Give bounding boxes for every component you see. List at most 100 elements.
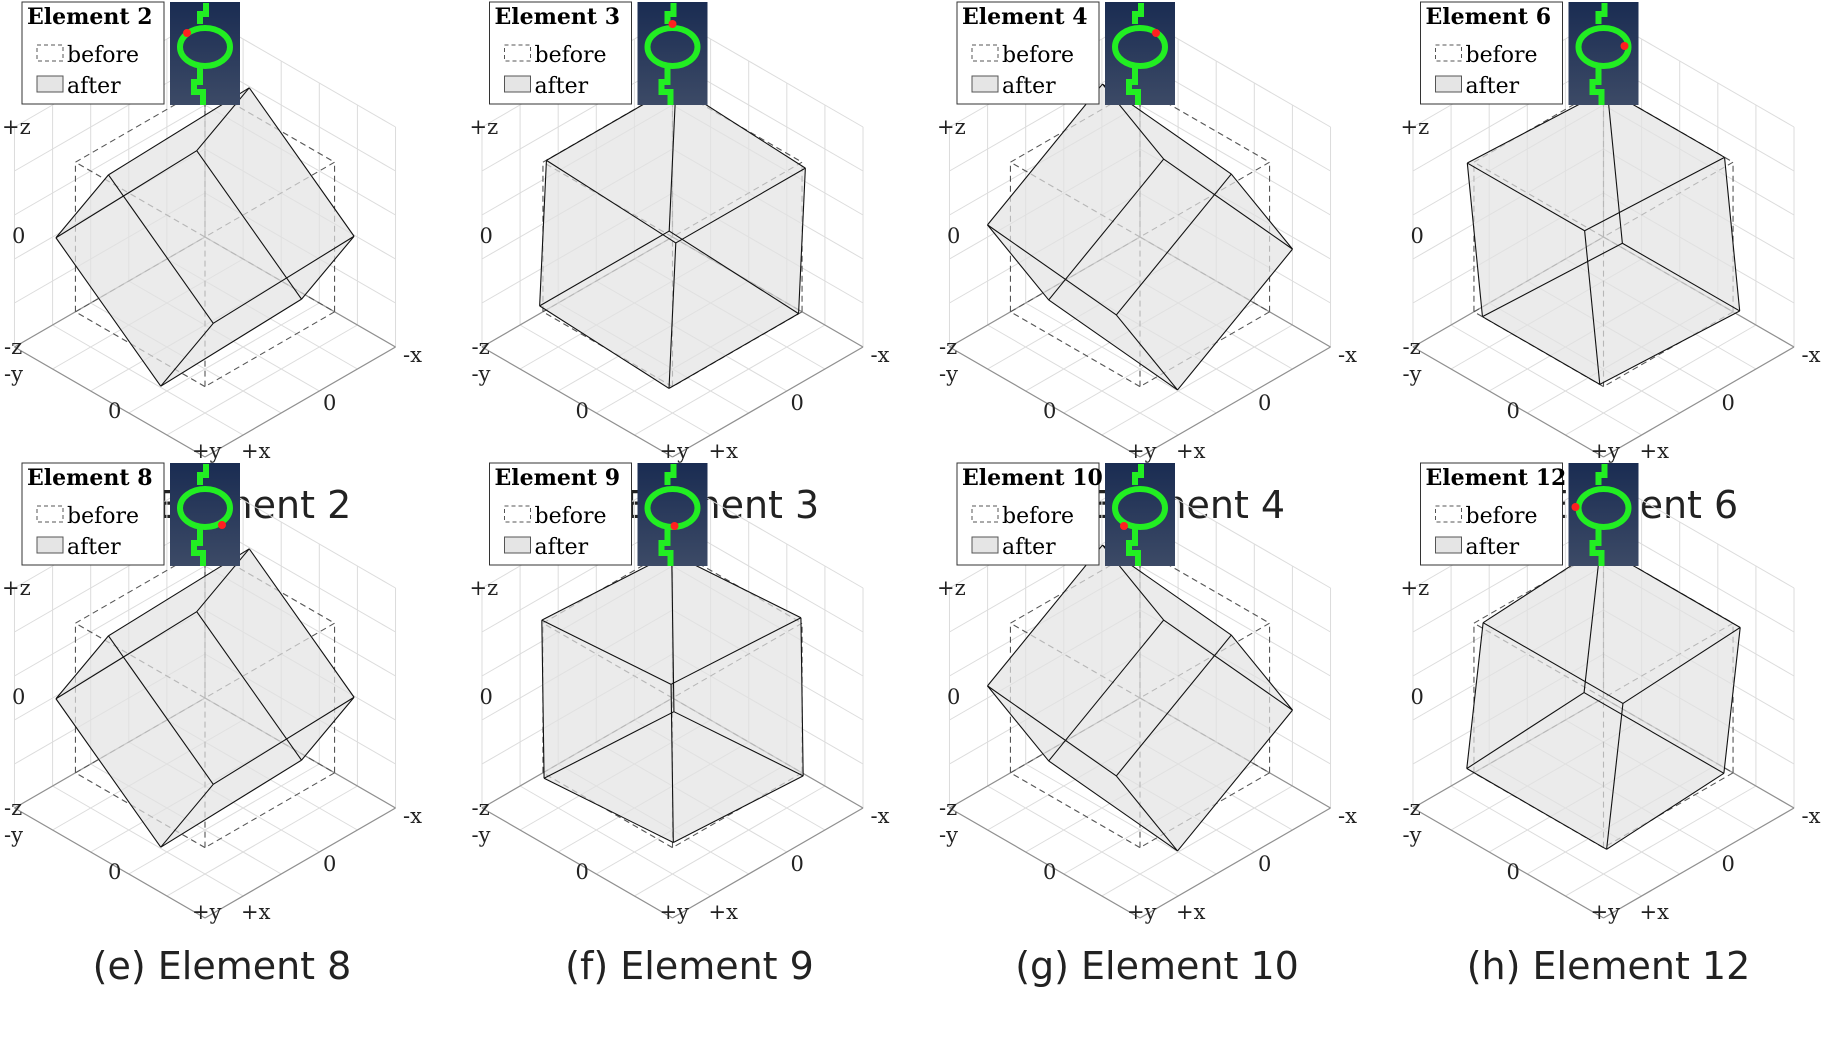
after-edge [1466,692,1585,769]
legend-before-label: before [67,43,139,68]
after-edge [196,150,303,300]
after-face [1607,89,1740,311]
structure-ring [177,25,233,69]
after-edge [541,620,545,779]
after-edge [55,150,198,239]
grid-line [481,192,673,304]
after-edge [673,775,804,843]
after-edge [1177,709,1293,852]
grid-line [1139,609,1331,721]
axis-label-zero_x: 0 [1722,391,1735,415]
grid-line [596,302,788,414]
cube-after [1466,546,1741,850]
grid-line [481,653,673,765]
structure-ring [1575,25,1632,69]
axis-label-minus_x: -x [1802,804,1821,828]
before-edge [75,161,206,238]
grid-line [672,192,864,304]
grid-line [14,104,206,216]
before-edge [204,622,335,699]
after-edge [543,711,675,779]
grid-line [1603,609,1795,721]
structure-ring [1112,25,1168,69]
grid-line [1450,785,1642,897]
axis-label-plus_z: +z [470,576,499,600]
after-edge [1723,157,1741,312]
before-edge [1010,772,1141,849]
after-edge [1177,248,1293,391]
axis-line [1603,697,1795,809]
grid-line [987,785,1179,897]
cube-after [987,544,1293,852]
after-face [1048,159,1293,390]
before-edge [75,311,206,388]
grid-line [949,565,1141,677]
after-edge [670,617,802,685]
grid-line [1101,785,1293,897]
after-edge [1482,242,1623,318]
before-edge [1603,236,1734,313]
after-edge [1583,546,1601,693]
after-face [1467,89,1623,317]
cube-before [74,547,336,849]
grid-line [596,741,788,853]
after-edge [800,617,804,776]
grid-line [90,280,282,392]
grid-line [1527,763,1719,875]
structure-bottom-stem [1589,529,1605,566]
after-edge [1466,622,1484,769]
grid-line [1603,565,1795,677]
axis-line [481,807,673,919]
grid-line [1450,258,1642,370]
grid-line [519,258,711,370]
after-edge [1583,692,1725,774]
grid-line [519,719,711,831]
grid-line [14,653,206,765]
before-edge [75,236,206,313]
before-edge [1473,697,1604,774]
structure-bottom-stem [1589,68,1605,105]
after-edge [668,230,799,315]
after-edge [1467,162,1585,232]
after-face [55,87,250,238]
grid-line [481,565,673,677]
axis-label-plus_x: +x [1176,439,1206,463]
after-edge [160,783,214,848]
after-edge [546,159,677,244]
before-edge [75,622,206,699]
axis-label-plus_y: +y [1591,439,1621,463]
legend: Element 12 before after [1420,462,1566,566]
legend-before-label: before [535,43,607,68]
axis-line [1412,807,1604,919]
legend-after-label: after [1466,74,1520,99]
after-edge [55,174,109,239]
axis-label-zero_y: 0 [1043,860,1056,884]
axis-label-zero_z: 0 [12,224,25,248]
after-face [539,160,676,389]
axis-line [204,807,396,919]
panel-caption: (f) Element 9 [565,944,814,988]
axis-label-plus_z: +z [470,115,499,139]
legend-swatch-after [1435,75,1462,93]
structure-ring [1112,486,1168,530]
grid-line [1450,719,1642,831]
axis-label-plus_x: +x [241,439,271,463]
axis-label-minus_z: -z [939,335,957,359]
after-edge [1466,768,1607,850]
after-face [108,87,355,324]
before-edge [204,161,335,238]
before-edge [1473,622,1604,699]
after-edge [196,87,250,152]
after-face [541,553,674,779]
before-edge [1603,161,1734,238]
axis-line [204,236,396,348]
after-edge [539,230,670,307]
grid-line [128,741,320,853]
grid-line [1025,280,1217,392]
grid-line [1527,280,1719,392]
grid-line [949,653,1141,765]
axis-label-minus_x: -x [403,804,422,828]
after-face [669,85,806,314]
axis-label-zero_x: 0 [1258,852,1271,876]
